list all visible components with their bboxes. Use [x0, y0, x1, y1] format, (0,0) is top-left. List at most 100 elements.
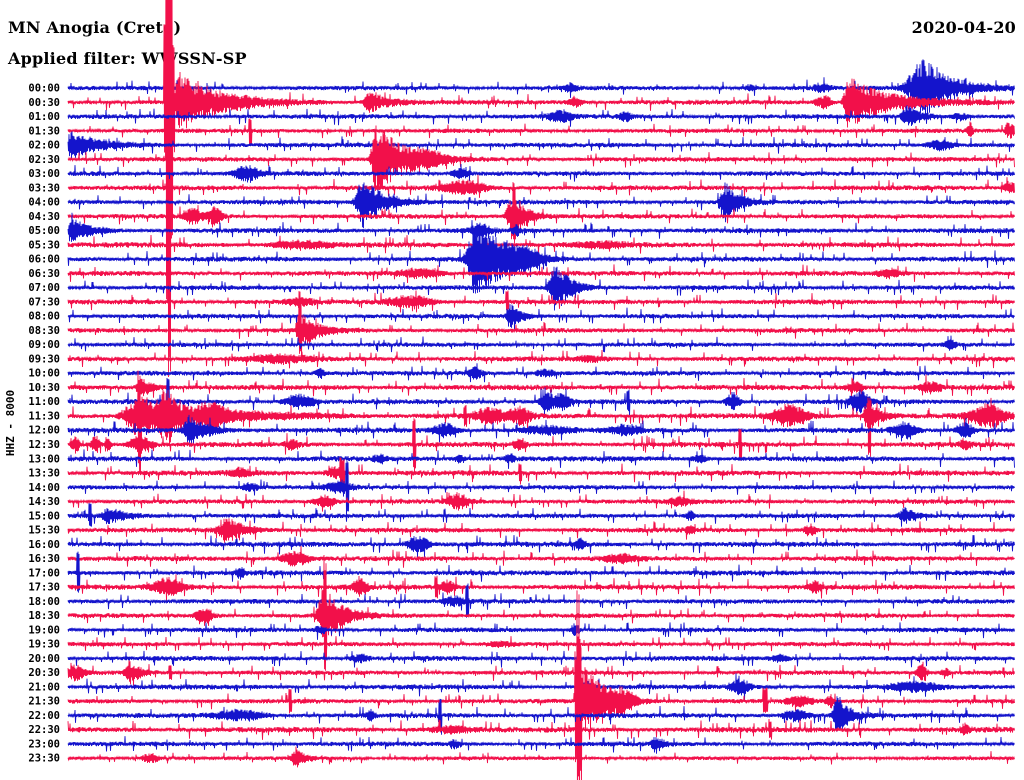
- seismic-trace-1700: [67, 551, 1015, 593]
- seismic-trace-2030: [67, 660, 1015, 686]
- seismic-trace-0500: [67, 212, 1015, 242]
- seismic-trace-1800: [67, 583, 1015, 618]
- seismic-trace-0430: [67, 182, 1015, 244]
- channel-axis-label: HHZ - 8000: [4, 390, 17, 456]
- seismic-trace-0400: [67, 182, 1015, 229]
- trace-row-label: 02:30: [28, 154, 60, 166]
- seismic-trace-0930: [67, 349, 1015, 369]
- trace-row-label: 21:30: [28, 696, 60, 708]
- seismic-trace-1730: [67, 574, 1015, 602]
- seismic-trace-1600: [67, 535, 1015, 558]
- seismic-trace-0130: [67, 118, 1015, 146]
- station-title: MN Anogia (Crete): [8, 18, 182, 37]
- trace-row-label: 21:00: [28, 681, 60, 693]
- trace-row-label: 15:00: [28, 510, 60, 522]
- trace-row-label: 01:00: [28, 111, 60, 123]
- seismic-trace-1300: [67, 447, 1015, 469]
- seismic-trace-2100: [67, 673, 1015, 702]
- seismic-trace-2130: [67, 590, 1015, 780]
- seismic-trace-0030: [67, 0, 1015, 378]
- trace-row-label: 17:30: [28, 582, 60, 594]
- seismic-trace-1400: [67, 460, 1015, 518]
- trace-row-label: 04:30: [28, 211, 60, 223]
- trace-row-label: 03:30: [28, 182, 60, 194]
- seismic-trace-2300: [67, 736, 1015, 754]
- seismic-trace-0700: [67, 266, 1015, 311]
- seismic-trace-2330: [67, 746, 1015, 768]
- trace-row-label: 04:00: [28, 197, 60, 209]
- seismic-trace-1130: [67, 370, 1015, 474]
- trace-row-label: 06:30: [28, 268, 60, 280]
- trace-row-label: 18:30: [28, 610, 60, 622]
- trace-row-label: 09:00: [28, 339, 60, 351]
- trace-row-label: 00:00: [28, 83, 60, 95]
- trace-row-label: 00:30: [28, 97, 60, 109]
- seismic-trace-0830: [67, 291, 1015, 359]
- seismic-trace-1430: [67, 490, 1015, 512]
- seismic-trace-1530: [67, 518, 1015, 543]
- seismic-trace-0800: [67, 304, 1015, 330]
- trace-row-label: 03:00: [28, 168, 60, 180]
- seismic-trace-0630: [67, 264, 1015, 284]
- trace-row-label: 05:30: [28, 239, 60, 251]
- trace-row-label: 14:00: [28, 482, 60, 494]
- trace-row-label: 20:30: [28, 667, 60, 679]
- trace-row-label: 19:30: [28, 639, 60, 651]
- seismic-trace-1630: [67, 545, 1015, 568]
- trace-row-label: 23:00: [28, 739, 60, 751]
- seismic-trace-2200: [67, 696, 1015, 735]
- trace-row-label: 10:00: [28, 368, 60, 380]
- seismic-trace-1830: [67, 554, 1015, 671]
- seismic-trace-0230: [67, 125, 1015, 192]
- seismic-trace-1500: [67, 503, 1015, 527]
- seismic-trace-0530: [67, 234, 1015, 254]
- trace-row-label: 09:30: [28, 353, 60, 365]
- seismic-trace-0730: [67, 290, 1015, 313]
- trace-row-label: 12:00: [28, 425, 60, 437]
- record-date: 2020-04-20: [911, 18, 1016, 37]
- trace-row-label: 07:00: [28, 282, 60, 294]
- trace-row-label: 17:00: [28, 567, 60, 579]
- seismic-trace-1900: [67, 622, 1015, 640]
- trace-row-label: 16:30: [28, 553, 60, 565]
- trace-row-label: 13:30: [28, 468, 60, 480]
- trace-row-label: 01:30: [28, 125, 60, 137]
- seismic-trace-0100: [67, 105, 1015, 127]
- trace-row-label: 16:00: [28, 539, 60, 551]
- trace-row-label: 20:00: [28, 653, 60, 665]
- trace-row-label: 05:00: [28, 225, 60, 237]
- trace-row-label: 08:00: [28, 311, 60, 323]
- trace-row-label: 12:30: [28, 439, 60, 451]
- trace-row-label: 13:00: [28, 453, 60, 465]
- trace-row-label: 23:30: [28, 753, 60, 765]
- trace-row-label: 22:00: [28, 710, 60, 722]
- trace-row-label: 08:30: [28, 325, 60, 337]
- seismic-trace-1000: [67, 363, 1015, 383]
- trace-row-label: 06:00: [28, 254, 60, 266]
- trace-row-label: 19:00: [28, 624, 60, 636]
- seismic-trace-0330: [67, 174, 1015, 198]
- trace-row-label: 07:30: [28, 296, 60, 308]
- trace-row-label: 14:30: [28, 496, 60, 508]
- trace-row-label: 02:00: [28, 140, 60, 152]
- seismic-trace-1200: [67, 414, 1015, 444]
- trace-row-label: 11:00: [28, 396, 60, 408]
- trace-row-label: 11:30: [28, 411, 60, 423]
- seismic-trace-0600: [67, 222, 1015, 294]
- seismic-trace-1030: [67, 374, 1015, 399]
- trace-row-label: 10:30: [28, 382, 60, 394]
- trace-row-label: 18:00: [28, 596, 60, 608]
- trace-row-label: 22:30: [28, 724, 60, 736]
- seismic-trace-1100: [67, 377, 1015, 417]
- seismic-trace-0900: [67, 335, 1015, 353]
- seismic-trace-0000: [67, 59, 1015, 119]
- seismic-trace-0300: [67, 163, 1015, 183]
- trace-row-label: 15:30: [28, 525, 60, 537]
- seismic-trace-1230: [67, 418, 1015, 475]
- seismic-trace-1330: [67, 457, 1015, 487]
- seismic-trace-0200: [67, 131, 1015, 160]
- seismic-trace-2230: [67, 718, 1015, 740]
- seismic-trace-2000: [67, 650, 1015, 668]
- seismic-trace-1930: [67, 636, 1015, 652]
